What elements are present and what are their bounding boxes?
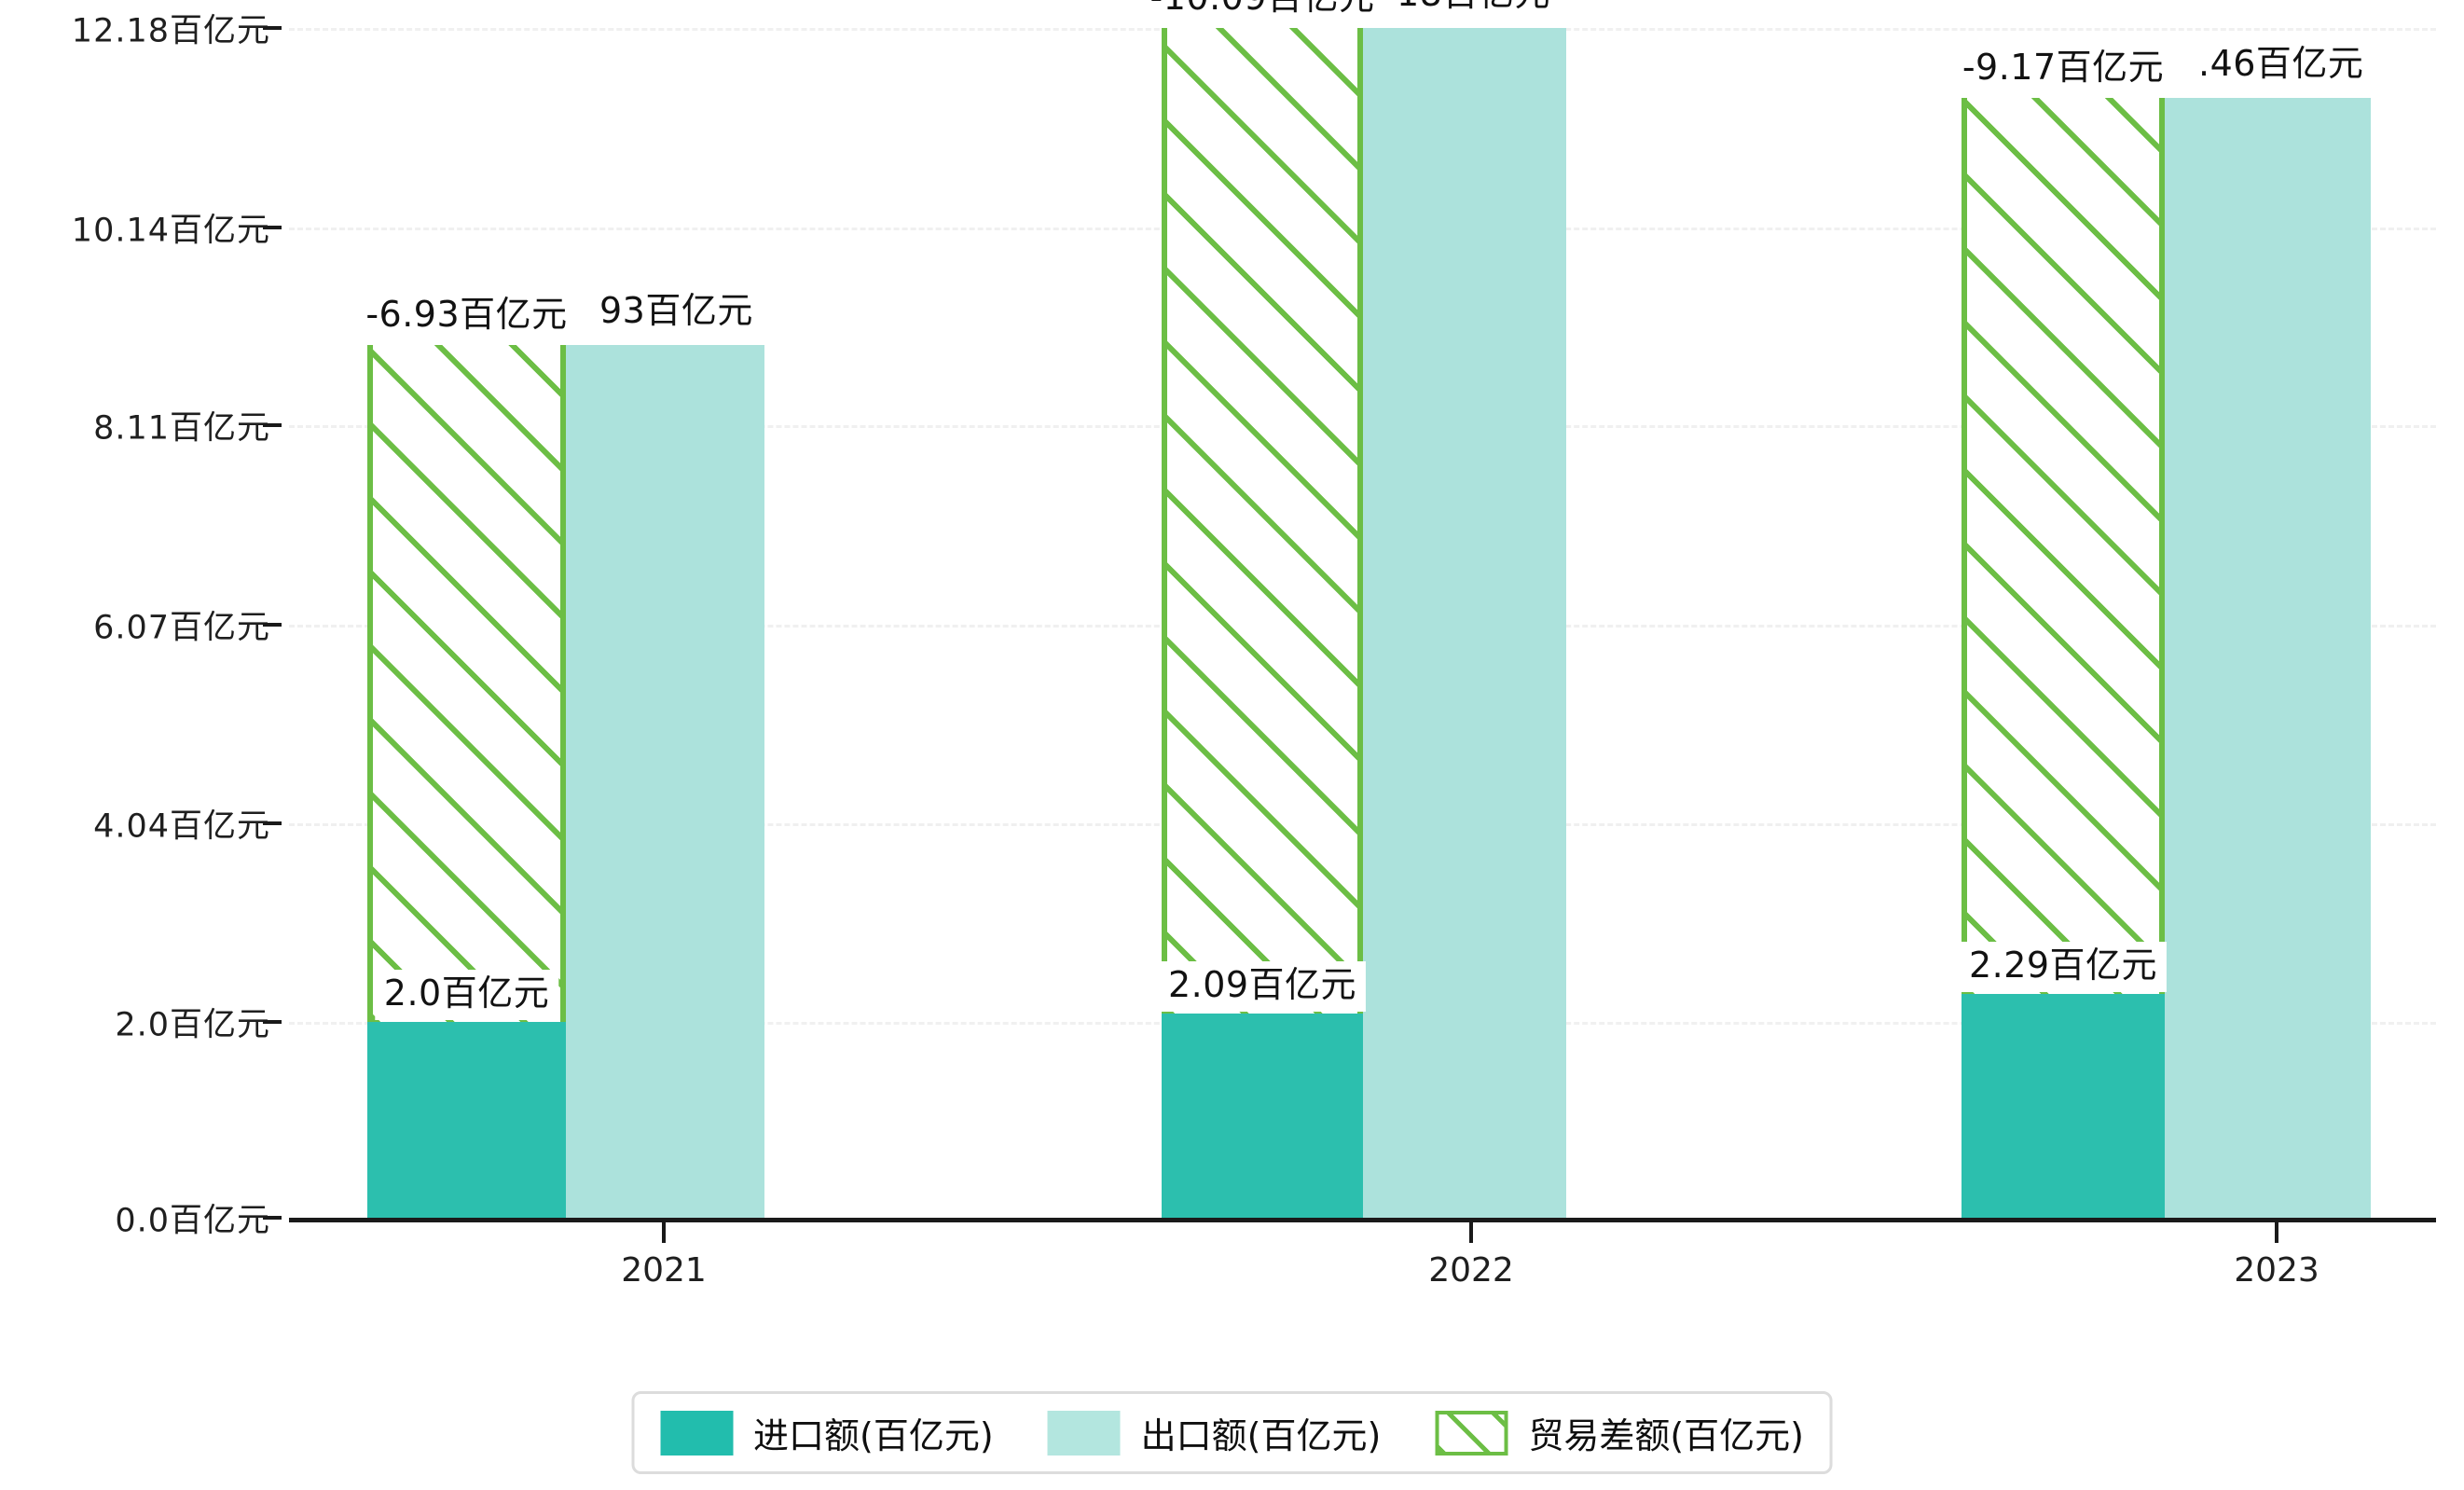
y-axis-tick-mark [263,1020,282,1025]
legend-label: 出口额(百亿元) [1140,1415,1382,1456]
data-label-import-2022: 2.09百亿元 [1158,961,1367,1012]
data-label-balance-2022: -10.09百亿元 [1140,0,1384,24]
legend-swatch-balance-icon [1435,1410,1508,1456]
legend-swatch-import-icon [660,1410,734,1456]
y-axis-tick-mark [263,225,282,229]
bar-import-2022[interactable] [1162,1014,1363,1218]
legend-label: 进口额(百亿元) [753,1415,994,1456]
data-label-export-2023: .46百亿元 [2189,40,2374,91]
y-axis-tick-label: 0.0百亿元 [115,1202,270,1240]
x-axis-tick-label: 2021 [621,1251,707,1290]
x-axis-tick-mark [1469,1222,1473,1243]
chart-legend: 进口额(百亿元) 出口额(百亿元) 贸易差额(百亿元) [631,1391,1833,1474]
bar-balance-2023[interactable] [1962,98,2165,995]
bar-export-2023[interactable] [2165,98,2371,1218]
legend-swatch-export-icon [1047,1410,1121,1456]
y-axis-tick-label: 6.07百亿元 [93,609,270,647]
x-axis-tick-label: 2022 [1428,1251,1514,1290]
data-label-import-2021: 2.0百亿元 [374,970,559,1021]
legend-label: 贸易差额(百亿元) [1528,1415,1804,1456]
bar-import-2021[interactable] [367,1022,566,1218]
x-axis-line [289,1218,2436,1222]
data-label-balance-2021: -6.93百亿元 [356,291,577,342]
y-axis-tick-mark [263,26,282,30]
data-label-import-2023: 2.29百亿元 [1959,942,2168,992]
y-axis-tick-label: 12.18百亿元 [71,12,270,50]
x-axis-tick-mark [662,1222,666,1243]
y-axis-tick-mark [263,423,282,428]
data-label-export-2022: 18百亿元 [1387,0,1560,21]
y-axis-tick-mark [263,623,282,628]
legend-item-balance[interactable]: 贸易差额(百亿元) [1435,1407,1804,1458]
x-axis-tick-label: 2023 [2234,1251,2319,1290]
y-axis-tick-label: 2.0百亿元 [115,1006,270,1044]
data-label-balance-2023: -9.17百亿元 [1952,44,2174,95]
y-axis-tick-label: 10.14百亿元 [71,212,270,250]
x-axis-tick-mark [2275,1222,2278,1243]
bar-export-2021[interactable] [566,345,764,1218]
legend-item-export[interactable]: 出口额(百亿元) [1047,1407,1382,1458]
data-label-export-2021: 93百亿元 [590,287,763,338]
y-axis-tick-label: 4.04百亿元 [93,807,270,846]
bar-export-2022[interactable] [1363,28,1566,1218]
y-axis-tick-mark [263,1216,282,1220]
y-axis-tick-mark [263,821,282,825]
legend-item-import[interactable]: 进口额(百亿元) [660,1407,994,1458]
y-axis-tick-label: 8.11百亿元 [93,409,270,448]
bar-import-2023[interactable] [1962,994,2165,1218]
bar-balance-2021[interactable] [367,345,566,1023]
bar-balance-2022[interactable] [1162,28,1363,1014]
